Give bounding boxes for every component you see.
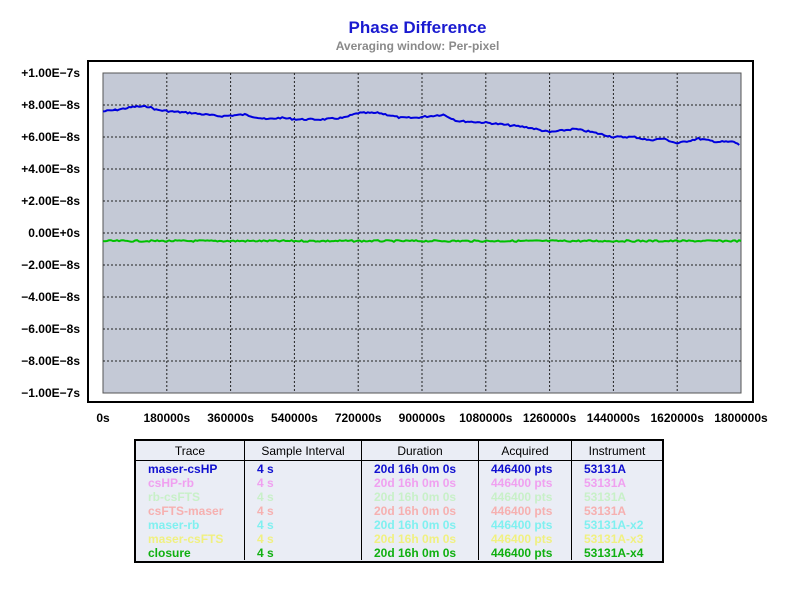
trace-legend-table: Trace Sample Interval Duration Acquired … [134, 439, 664, 563]
legend-row: maser-csFTS 4 s 20d 16h 0m 0s 446400 pts 531… [136, 532, 662, 546]
y-tick-label: +6.00E−8s [21, 130, 80, 144]
legend-row: closure 4 s 20d 16h 0m 0s 446400 pts 53131A-… [136, 546, 662, 560]
y-tick-label: +8.00E−8s [21, 98, 80, 112]
legend-cell-duration: 20d 16h 0m 0s [361, 490, 479, 504]
legend-cell-interval: 4 s [244, 546, 362, 560]
legend-cell-interval: 4 s [244, 460, 362, 476]
y-tick-label: −4.00E−8s [21, 290, 80, 304]
x-tick-label: 1260000s [523, 411, 577, 425]
legend-cell-trace: csHP-rb [136, 476, 245, 490]
legend-cell-acquired: 446400 pts [478, 518, 572, 532]
legend-header-instrument: Instrument [571, 441, 662, 461]
y-tick-label: −2.00E−8s [21, 258, 80, 272]
legend-cell-acquired: 446400 pts [478, 476, 572, 490]
legend-row: maser-rb 4 s 20d 16h 0m 0s 446400 pts 53131A… [136, 518, 662, 532]
y-tick-label: −6.00E−8s [21, 322, 80, 336]
chart-title: Phase Difference [348, 18, 487, 37]
x-tick-label: 360000s [207, 411, 254, 425]
legend-cell-instrument: 53131A [584, 476, 627, 490]
legend-row: maser-csHP 4 s 20d 16h 0m 0s 446400 pts 5313… [136, 460, 662, 476]
legend-cell-acquired: 446400 pts [478, 490, 572, 504]
x-tick-label: 540000s [271, 411, 318, 425]
x-tick-label: 180000s [143, 411, 190, 425]
legend-cell-duration: 20d 16h 0m 0s [361, 476, 479, 490]
legend-cell-trace: maser-csFTS [136, 532, 245, 546]
legend-cell-duration: 20d 16h 0m 0s [361, 460, 479, 476]
legend-cell-trace: closure [136, 546, 245, 560]
legend-row: csHP-rb 4 s 20d 16h 0m 0s 446400 pts 53131A [136, 476, 662, 490]
legend-cell-acquired: 446400 pts [478, 532, 572, 546]
x-tick-label: 0s [96, 411, 110, 425]
legend-header-trace: Trace [136, 441, 245, 461]
x-tick-label: 1440000s [587, 411, 641, 425]
x-tick-label: 900000s [399, 411, 446, 425]
legend-cell-instrument: 53131A-x4 [584, 546, 644, 560]
series-line-maser-csHP [102, 104, 740, 146]
phase-difference-chart: 0s 180000s 360000s 540000s 720000s 900000s 108… [21, 66, 768, 425]
legend-cell-acquired: 446400 pts [478, 546, 572, 560]
legend-cell-acquired: 446400 pts [478, 504, 572, 518]
legend-cell-trace: csFTS-maser [136, 504, 245, 518]
legend-cell-instrument: 53131A [584, 462, 627, 476]
legend-cell-duration: 20d 16h 0m 0s [361, 532, 479, 546]
legend-cell-duration: 20d 16h 0m 0s [361, 546, 479, 560]
y-tick-label: −8.00E−8s [21, 354, 80, 368]
y-tick-label: +2.00E−8s [21, 194, 80, 208]
series-line-closure [102, 239, 742, 244]
legend-cell-interval: 4 s [244, 518, 362, 532]
legend-cell-trace: maser-csHP [136, 460, 245, 476]
legend-cell-interval: 4 s [244, 476, 362, 490]
y-tick-label: +4.00E−8s [21, 162, 80, 176]
x-tick-label: 1800000s [714, 411, 768, 425]
x-tick-label: 1620000s [651, 411, 705, 425]
legend-header-duration: Duration [361, 441, 479, 461]
y-tick-label: +1.00E−7s [21, 66, 80, 80]
y-tick-label: 0.00E+0s [28, 226, 80, 240]
legend-cell-instrument: 53131A-x2 [584, 518, 644, 532]
legend-row: csFTS-maser 4 s 20d 16h 0m 0s 446400 pts 531… [136, 504, 662, 518]
legend-header-row: Trace Sample Interval Duration Acquired … [136, 441, 662, 461]
x-tick-label: 720000s [335, 411, 382, 425]
legend-cell-interval: 4 s [244, 504, 362, 518]
legend-cell-trace: rb-csFTS [136, 490, 245, 504]
legend-cell-duration: 20d 16h 0m 0s [361, 518, 479, 532]
chart-subtitle: Averaging window: Per-pixel [335, 39, 500, 53]
legend-row: rb-csFTS 4 s 20d 16h 0m 0s 446400 pts 53131A [136, 490, 662, 504]
legend-cell-interval: 4 s [244, 490, 362, 504]
legend-cell-interval: 4 s [244, 532, 362, 546]
legend-cell-instrument: 53131A [584, 504, 627, 518]
legend-cell-instrument: 53131A [584, 490, 627, 504]
legend-cell-acquired: 446400 pts [478, 460, 572, 476]
legend-header-acquired: Acquired [478, 441, 572, 461]
legend-cell-trace: maser-rb [136, 518, 245, 532]
legend-header-sample-interval: Sample Interval [244, 441, 362, 461]
y-tick-label: −1.00E−7s [21, 386, 80, 400]
legend-cell-duration: 20d 16h 0m 0s [361, 504, 479, 518]
x-tick-label: 1080000s [459, 411, 513, 425]
legend-cell-instrument: 53131A-x3 [584, 532, 644, 546]
